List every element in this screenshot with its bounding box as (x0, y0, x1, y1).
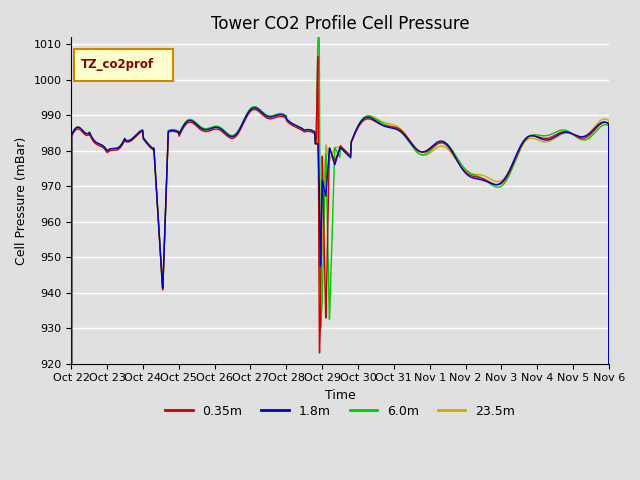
Text: TZ_co2prof: TZ_co2prof (81, 58, 154, 71)
Legend: 0.35m, 1.8m, 6.0m, 23.5m: 0.35m, 1.8m, 6.0m, 23.5m (160, 400, 520, 423)
X-axis label: Time: Time (324, 389, 355, 402)
Title: Tower CO2 Profile Cell Pressure: Tower CO2 Profile Cell Pressure (211, 15, 469, 33)
FancyBboxPatch shape (74, 49, 173, 82)
Y-axis label: Cell Pressure (mBar): Cell Pressure (mBar) (15, 136, 28, 264)
